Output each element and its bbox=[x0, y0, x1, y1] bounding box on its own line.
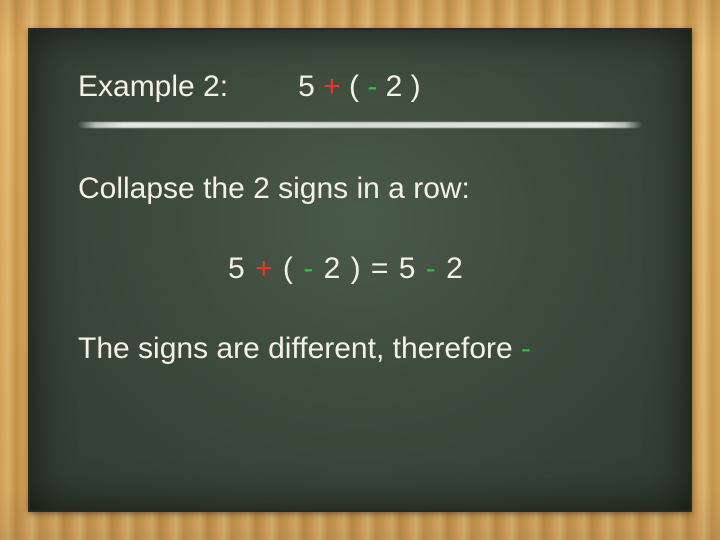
expr-seg-5: 5 bbox=[298, 70, 323, 103]
expr-seg-open: ( bbox=[341, 70, 368, 103]
header-expression: 5 + ( - 2 ) bbox=[298, 70, 421, 104]
wood-frame: Example 2: 5 + ( - 2 ) Collapse the 2 si… bbox=[0, 0, 720, 540]
worked-seg-2: ( bbox=[274, 252, 304, 285]
worked-seg-plus: + bbox=[255, 252, 274, 285]
conclusion-sign: - bbox=[521, 332, 531, 365]
instruction-line: Collapse the 2 signs in a row: bbox=[78, 172, 642, 206]
worked-seg-0: 5 bbox=[228, 252, 255, 285]
conclusion-line: The signs are different, therefore - bbox=[78, 332, 642, 366]
example-label: Example 2: bbox=[78, 70, 228, 104]
conclusion-text: The signs are different, therefore bbox=[78, 332, 521, 365]
expr-seg-plus: + bbox=[323, 70, 341, 103]
expr-seg-close: 2 ) bbox=[377, 70, 420, 103]
chalkboard: Example 2: 5 + ( - 2 ) Collapse the 2 si… bbox=[28, 28, 692, 512]
worked-expression: 5 + ( - 2 ) = 5 - 2 bbox=[78, 252, 642, 286]
expr-seg-minus: - bbox=[367, 70, 377, 103]
header-row: Example 2: 5 + ( - 2 ) bbox=[78, 70, 642, 104]
worked-seg-6: 2 bbox=[437, 252, 464, 285]
worked-seg-result-minus: - bbox=[426, 252, 437, 285]
chalk-underline bbox=[78, 122, 642, 128]
worked-seg-4: 2 ) = 5 bbox=[314, 252, 426, 285]
worked-seg-minus: - bbox=[303, 252, 314, 285]
